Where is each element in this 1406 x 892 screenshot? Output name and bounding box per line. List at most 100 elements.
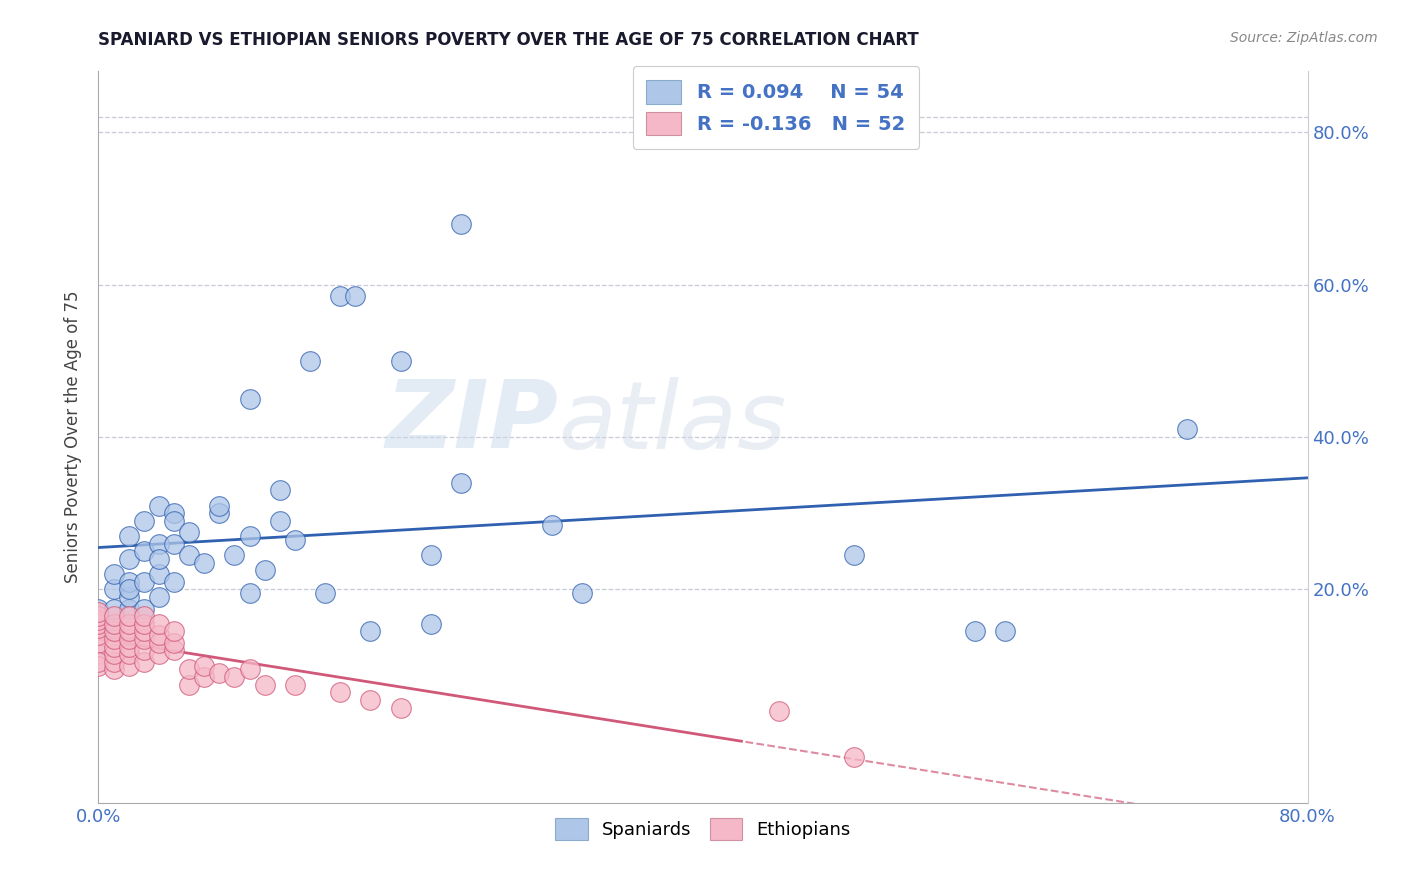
Point — [994, 624, 1017, 639]
Point — [132, 514, 155, 528]
Point — [163, 624, 186, 639]
Point — [118, 574, 141, 589]
Point — [148, 628, 170, 642]
Point — [103, 616, 125, 631]
Point — [239, 663, 262, 677]
Point — [253, 678, 276, 692]
Point — [163, 506, 186, 520]
Point — [118, 601, 141, 615]
Point — [103, 624, 125, 639]
Point — [103, 582, 125, 597]
Point — [179, 663, 201, 677]
Point — [389, 354, 412, 368]
Point — [450, 217, 472, 231]
Point — [132, 609, 155, 624]
Point — [118, 624, 141, 639]
Point — [163, 574, 186, 589]
Text: Source: ZipAtlas.com: Source: ZipAtlas.com — [1230, 31, 1378, 45]
Point — [118, 658, 141, 673]
Point — [103, 663, 125, 677]
Point — [965, 624, 987, 639]
Point — [87, 613, 110, 627]
Point — [87, 609, 110, 624]
Point — [103, 567, 125, 582]
Point — [224, 548, 246, 562]
Point — [253, 563, 276, 577]
Point — [179, 548, 201, 562]
Point — [118, 529, 141, 543]
Text: ZIP: ZIP — [385, 376, 558, 468]
Point — [132, 632, 155, 646]
Point — [132, 544, 155, 558]
Point — [344, 289, 367, 303]
Point — [148, 499, 170, 513]
Point — [87, 616, 110, 631]
Point — [193, 658, 215, 673]
Y-axis label: Seniors Poverty Over the Age of 75: Seniors Poverty Over the Age of 75 — [65, 291, 83, 583]
Point — [87, 658, 110, 673]
Point — [179, 678, 201, 692]
Point — [329, 685, 352, 699]
Point — [299, 354, 322, 368]
Point — [118, 582, 141, 597]
Point — [87, 616, 110, 631]
Point — [118, 552, 141, 566]
Point — [329, 289, 352, 303]
Point — [103, 621, 125, 635]
Point — [284, 678, 307, 692]
Point — [284, 533, 307, 547]
Point — [1175, 422, 1198, 436]
Text: atlas: atlas — [558, 377, 786, 468]
Point — [132, 616, 155, 631]
Point — [420, 548, 443, 562]
Point — [87, 628, 110, 642]
Point — [148, 636, 170, 650]
Point — [132, 643, 155, 657]
Point — [103, 609, 125, 624]
Point — [148, 552, 170, 566]
Point — [239, 392, 262, 406]
Point — [389, 700, 412, 714]
Point — [87, 621, 110, 635]
Point — [269, 514, 291, 528]
Point — [163, 636, 186, 650]
Point — [118, 616, 141, 631]
Point — [103, 655, 125, 669]
Point — [360, 693, 382, 707]
Point — [420, 616, 443, 631]
Point — [360, 624, 382, 639]
Point — [118, 640, 141, 654]
Point — [208, 666, 231, 681]
Point — [132, 601, 155, 615]
Point — [118, 609, 141, 624]
Point — [844, 750, 866, 764]
Point — [103, 640, 125, 654]
Point — [224, 670, 246, 684]
Point — [540, 517, 562, 532]
Point — [118, 632, 141, 646]
Point — [844, 548, 866, 562]
Point — [163, 537, 186, 551]
Point — [148, 537, 170, 551]
Point — [193, 670, 215, 684]
Point — [148, 567, 170, 582]
Point — [87, 636, 110, 650]
Point — [132, 624, 155, 639]
Point — [103, 601, 125, 615]
Point — [208, 499, 231, 513]
Point — [87, 601, 110, 615]
Point — [87, 605, 110, 619]
Point — [103, 647, 125, 661]
Point — [118, 647, 141, 661]
Point — [269, 483, 291, 498]
Point — [768, 705, 790, 719]
Point — [148, 616, 170, 631]
Point — [571, 586, 593, 600]
Point — [193, 556, 215, 570]
Point — [179, 525, 201, 540]
Legend: Spaniards, Ethiopians: Spaniards, Ethiopians — [546, 808, 860, 848]
Point — [208, 506, 231, 520]
Point — [148, 647, 170, 661]
Point — [314, 586, 336, 600]
Point — [163, 514, 186, 528]
